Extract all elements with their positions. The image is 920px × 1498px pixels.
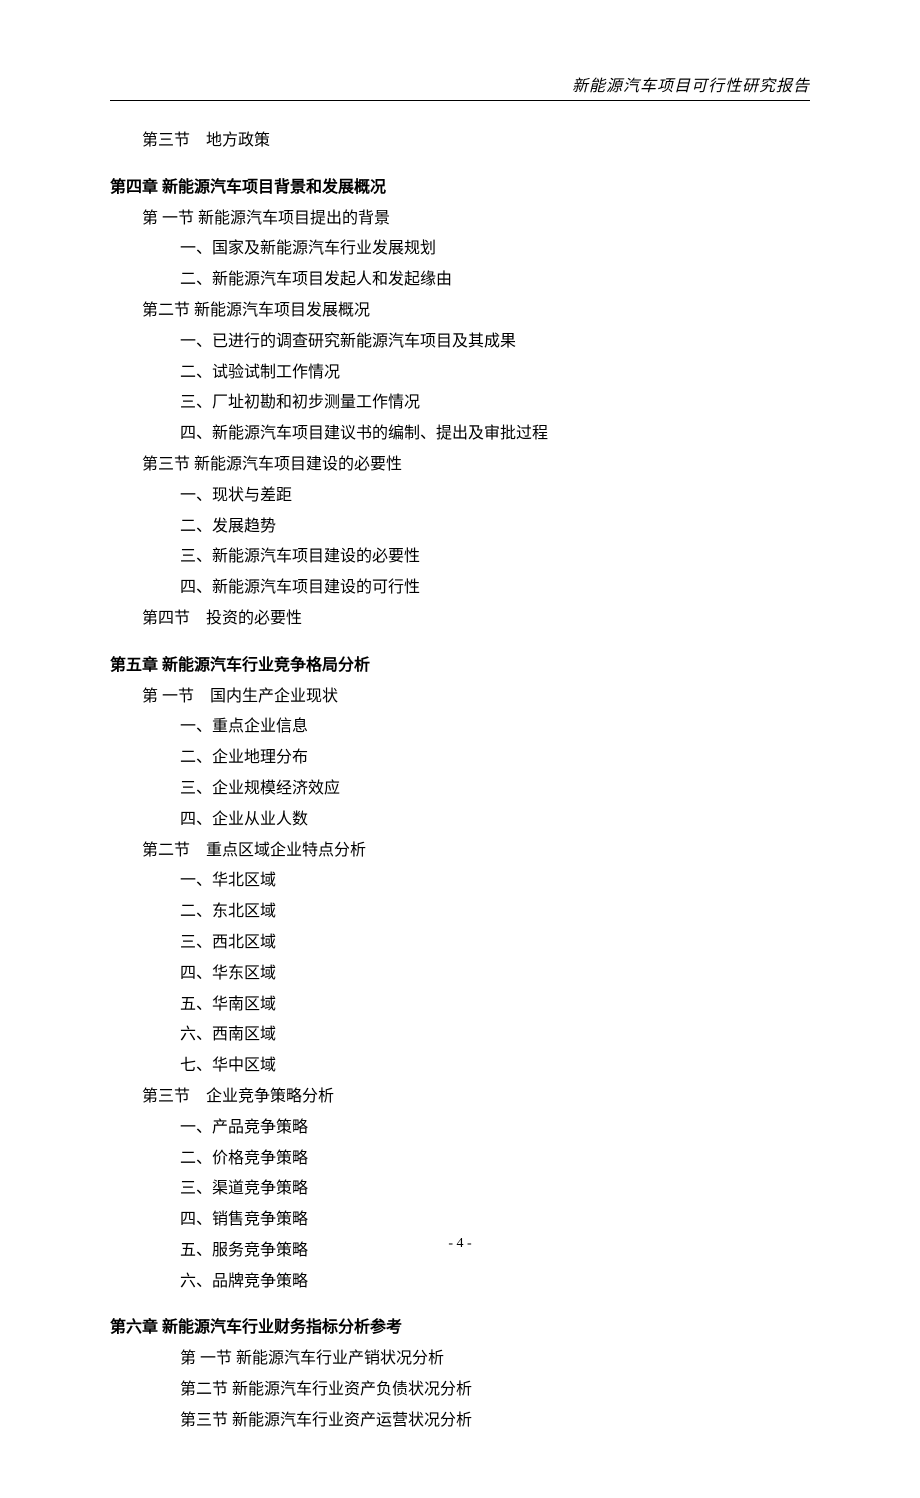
section-heading: 第 一节 新能源汽车行业产销状况分析 [110,1345,810,1374]
document-page: 新能源汽车项目可行性研究报告 第三节 地方政策第四章 新能源汽车项目背景和发展概… [0,0,920,1498]
toc-item: 二、价格竞争策略 [110,1145,810,1174]
section-heading: 第四节 投资的必要性 [110,605,810,634]
chapter-heading: 第四章 新能源汽车项目背景和发展概况 [110,174,810,203]
toc-item: 四、销售竞争策略 [110,1206,810,1235]
toc-item: 四、新能源汽车项目建议书的编制、提出及审批过程 [110,420,810,449]
section-heading: 第三节 新能源汽车项目建设的必要性 [110,451,810,480]
toc-item: 二、新能源汽车项目发起人和发起缘由 [110,266,810,295]
toc-item: 四、华东区域 [110,960,810,989]
toc-item: 二、东北区域 [110,898,810,927]
section-heading: 第三节 地方政策 [110,127,810,156]
toc-item: 一、国家及新能源汽车行业发展规划 [110,235,810,264]
toc-item: 一、重点企业信息 [110,713,810,742]
section-heading: 第二节 重点区域企业特点分析 [110,837,810,866]
section-heading: 第二节 新能源汽车项目发展概况 [110,297,810,326]
toc-item: 三、渠道竞争策略 [110,1175,810,1204]
chapter-heading: 第六章 新能源汽车行业财务指标分析参考 [110,1314,810,1343]
toc-item: 二、试验试制工作情况 [110,359,810,388]
toc-item: 三、新能源汽车项目建设的必要性 [110,543,810,572]
section-heading: 第三节 新能源汽车行业资产运营状况分析 [110,1407,810,1436]
page-header: 新能源汽车项目可行性研究报告 [110,72,810,101]
toc-item: 二、发展趋势 [110,513,810,542]
section-heading: 第二节 新能源汽车行业资产负债状况分析 [110,1376,810,1405]
page-number: - 4 - [448,1236,471,1251]
page-footer: - 4 - [0,1236,920,1252]
section-heading: 第 一节 新能源汽车项目提出的背景 [110,205,810,234]
toc-item: 一、现状与差距 [110,482,810,511]
header-title: 新能源汽车项目可行性研究报告 [572,78,810,95]
toc-item: 五、华南区域 [110,991,810,1020]
chapter-heading: 第五章 新能源汽车行业竞争格局分析 [110,652,810,681]
toc-item: 二、企业地理分布 [110,744,810,773]
toc-item: 六、西南区域 [110,1021,810,1050]
section-heading: 第三节 企业竞争策略分析 [110,1083,810,1112]
toc-item: 一、产品竞争策略 [110,1114,810,1143]
section-heading: 第 一节 国内生产企业现状 [110,683,810,712]
toc-item: 四、企业从业人数 [110,806,810,835]
toc-item: 一、已进行的调查研究新能源汽车项目及其成果 [110,328,810,357]
toc-item: 三、西北区域 [110,929,810,958]
toc-item: 三、厂址初勘和初步测量工作情况 [110,389,810,418]
toc-item: 六、品牌竞争策略 [110,1268,810,1297]
toc-item: 四、新能源汽车项目建设的可行性 [110,574,810,603]
toc-item: 一、华北区域 [110,867,810,896]
toc-item: 七、华中区域 [110,1052,810,1081]
toc-item: 三、企业规模经济效应 [110,775,810,804]
